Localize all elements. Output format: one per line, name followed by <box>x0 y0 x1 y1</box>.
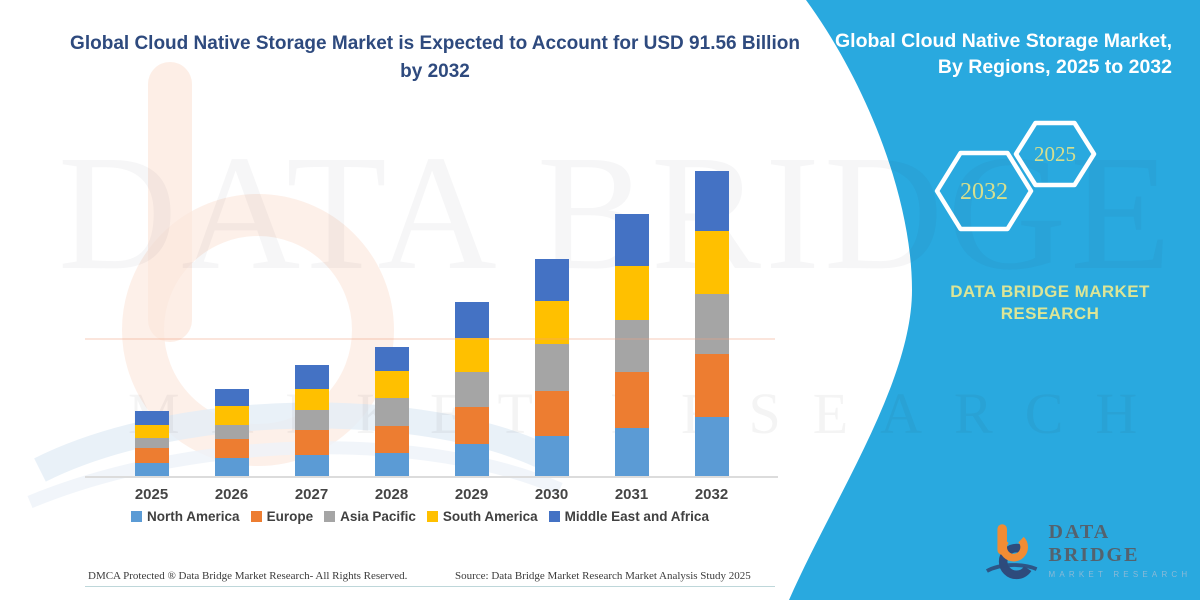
panel-title-line1: Global Cloud Native Storage Market, <box>835 30 1172 52</box>
legend-label: South America <box>442 509 538 524</box>
footer-divider-line <box>85 586 775 587</box>
panel-brand-line1: DATA BRIDGE MARKET <box>950 282 1150 301</box>
legend-swatch <box>324 511 336 522</box>
north-america-segment <box>614 427 649 477</box>
company-logo: DATA BRIDGE MARKET RESEARCH <box>985 520 1200 580</box>
logo-name: DATA BRIDGE <box>1048 521 1140 566</box>
panel-title-line2: By Regions, 2025 to 2032 <box>937 56 1172 79</box>
x-label-2031: 2031 <box>614 486 649 503</box>
logo-b-bowl <box>999 532 1029 562</box>
north-america-segment <box>694 417 729 477</box>
middle-east-and-africa-segment <box>454 301 489 338</box>
south-america-segment <box>694 230 729 295</box>
asia-pacific-segment <box>614 319 649 372</box>
south-america-segment <box>534 300 569 345</box>
legend-swatch <box>250 511 262 522</box>
legend-label: Asia Pacific <box>340 509 416 524</box>
bar-2031 <box>614 213 649 477</box>
legend-label: North America <box>147 509 240 524</box>
legend-label: Middle East and Africa <box>564 509 709 524</box>
logo-swoosh <box>985 563 1038 573</box>
legend-swatch <box>548 511 560 522</box>
middle-east-and-africa-segment <box>534 258 569 301</box>
hexagon-label-2032: 2032 <box>960 179 1008 205</box>
asia-pacific-segment <box>454 372 489 407</box>
company-logo-text: DATA BRIDGE MARKET RESEARCH <box>1049 521 1200 579</box>
footer-source: Source: Data Bridge Market Research Mark… <box>455 570 751 582</box>
legend-item-middle-east-and-africa: Middle East and Africa <box>548 509 709 524</box>
asia-pacific-segment <box>534 344 569 392</box>
hexagon-label-2025: 2025 <box>1034 142 1076 166</box>
legend-item-europe: Europe <box>250 509 314 524</box>
legend-item-asia-pacific: Asia Pacific <box>324 509 416 524</box>
panel-brand-text: DATA BRIDGE MARKET RESEARCH <box>920 281 1180 325</box>
year-hexagons <box>934 120 1097 232</box>
middle-east-and-africa-segment <box>614 213 649 267</box>
footer-copyright: DMCA Protected ® Data Bridge Market Rese… <box>88 570 408 582</box>
panel-brand-line2: RESEARCH <box>1000 304 1100 324</box>
asia-pacific-segment <box>694 294 729 355</box>
europe-segment <box>614 371 649 428</box>
legend-item-north-america: North America <box>131 509 240 524</box>
logo-subtitle: MARKET RESEARCH <box>1048 570 1192 579</box>
south-america-segment <box>614 266 649 320</box>
middle-east-and-africa-segment <box>694 170 729 231</box>
legend-label: Europe <box>266 509 314 524</box>
south-america-segment <box>454 337 489 373</box>
legend-item-south-america: South America <box>426 509 538 524</box>
europe-segment <box>694 354 729 418</box>
company-logo-icon <box>985 524 1038 580</box>
logo-d-crescent <box>998 543 1035 580</box>
legend: North America Europe Asia Pacific South Ame… <box>60 509 780 524</box>
legend-swatch <box>131 511 143 522</box>
bar-2032 <box>694 170 729 477</box>
x-label-2032: 2032 <box>694 486 729 503</box>
blue-panel-shape <box>789 0 1200 600</box>
hexagon-2032 <box>934 150 1034 232</box>
chart-title: Global Cloud Native Storage Market is Ex… <box>70 33 800 82</box>
legend-swatch <box>426 511 438 522</box>
faded-horizontal-line <box>85 338 775 340</box>
hexagon-2025 <box>1013 120 1097 188</box>
panel-title: Global Cloud Native Storage Market, By R… <box>812 28 1172 81</box>
